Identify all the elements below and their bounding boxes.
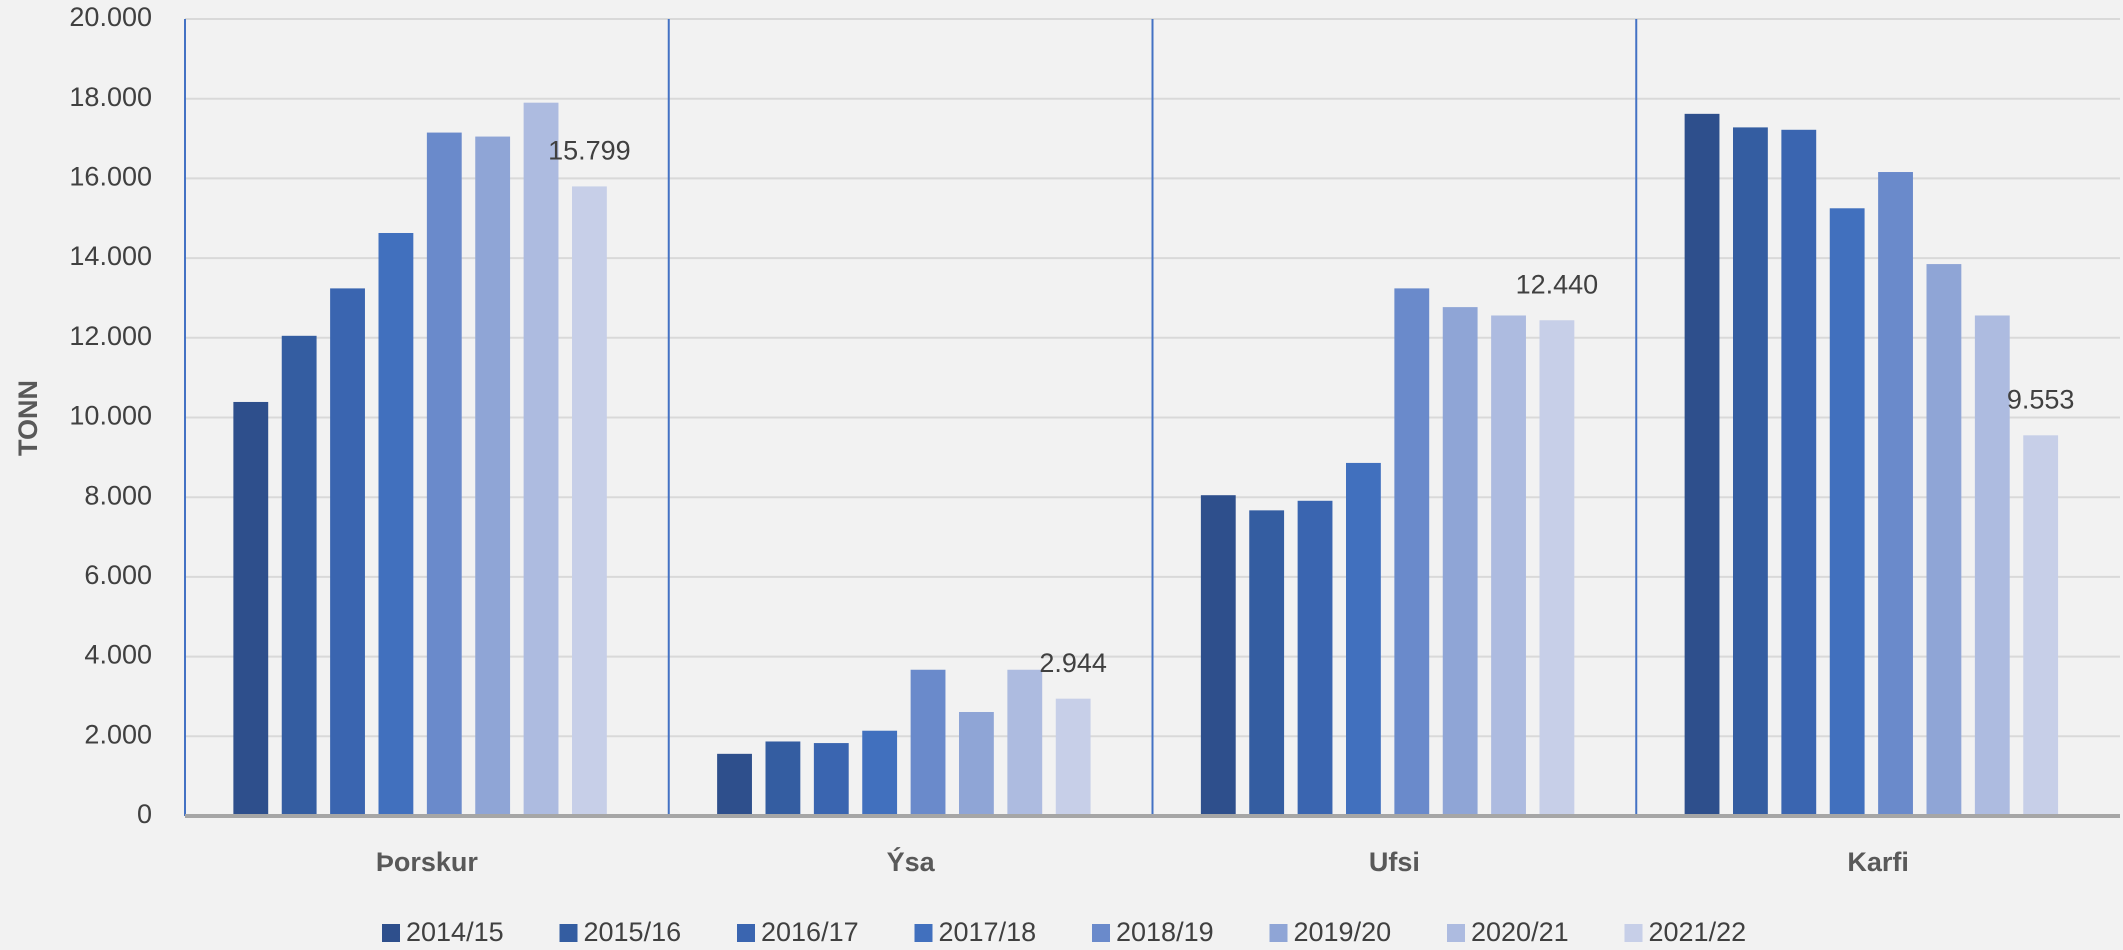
bar	[1539, 320, 1575, 816]
bar	[426, 132, 462, 816]
x-tick-label: Þorskur	[376, 847, 479, 877]
bar	[1007, 669, 1043, 816]
legend-label: 2014/15	[406, 917, 504, 947]
x-tick-label: Ufsi	[1369, 847, 1420, 877]
y-axis-label: TONN	[13, 380, 43, 456]
legend-swatch	[1447, 924, 1465, 942]
bar	[233, 401, 269, 816]
bar	[910, 669, 946, 816]
bar	[1878, 172, 1913, 817]
bar	[378, 232, 414, 816]
y-tick-label: 14.000	[69, 241, 152, 271]
bar	[1733, 127, 1768, 817]
bar	[1346, 462, 1381, 816]
legend-label: 2018/19	[1116, 917, 1214, 947]
bar	[1394, 288, 1430, 816]
bar	[1829, 208, 1865, 817]
x-tick-label: Ýsa	[887, 846, 936, 877]
bar	[523, 102, 559, 816]
bar	[1297, 500, 1333, 816]
y-tick-label: 4.000	[84, 640, 152, 670]
data-label: 2.944	[1039, 648, 1107, 678]
y-tick-label: 6.000	[84, 560, 152, 590]
legend-label: 2021/22	[1649, 917, 1747, 947]
bar	[2023, 435, 2059, 816]
legend-swatch	[914, 924, 933, 942]
bar	[572, 186, 607, 816]
bar	[1974, 315, 2010, 816]
y-tick-label: 2.000	[84, 719, 152, 749]
y-tick-label: 20.000	[69, 2, 152, 32]
y-tick-label: 18.000	[69, 82, 152, 112]
x-tick-label: Karfi	[1847, 847, 1909, 877]
legend-swatch	[1092, 924, 1110, 942]
bar	[765, 741, 801, 816]
y-tick-label: 12.000	[69, 321, 152, 351]
data-label: 15.799	[548, 136, 631, 166]
bar	[281, 335, 317, 816]
bar	[1249, 510, 1285, 816]
legend-label: 2016/17	[761, 917, 859, 947]
y-tick-label: 0	[137, 799, 152, 829]
legend-label: 2017/18	[939, 917, 1037, 947]
legend-label: 2019/20	[1294, 917, 1392, 947]
legend-swatch	[737, 924, 755, 942]
y-tick-label: 8.000	[84, 480, 152, 510]
legend-label: 2020/21	[1471, 917, 1569, 947]
bar	[862, 730, 898, 816]
y-tick-label: 16.000	[69, 162, 152, 192]
bar	[1200, 495, 1236, 816]
data-label: 12.440	[1516, 269, 1599, 299]
bar	[330, 288, 365, 816]
legend-label: 2015/16	[584, 917, 682, 947]
legend-swatch	[1624, 924, 1643, 942]
legend-swatch	[1269, 924, 1288, 942]
bar	[1926, 264, 1962, 816]
bar	[1781, 129, 1817, 816]
bar	[1442, 307, 1478, 816]
y-tick-label: 10.000	[69, 401, 152, 431]
legend-swatch	[559, 924, 578, 942]
legend-swatch	[382, 924, 400, 942]
bar	[959, 711, 994, 816]
bar	[813, 743, 849, 816]
bar	[1684, 113, 1720, 816]
bar	[475, 136, 511, 816]
bar	[1055, 698, 1091, 816]
bar	[717, 753, 752, 816]
bar	[1491, 315, 1526, 816]
data-label: 9.553	[2007, 384, 2075, 414]
